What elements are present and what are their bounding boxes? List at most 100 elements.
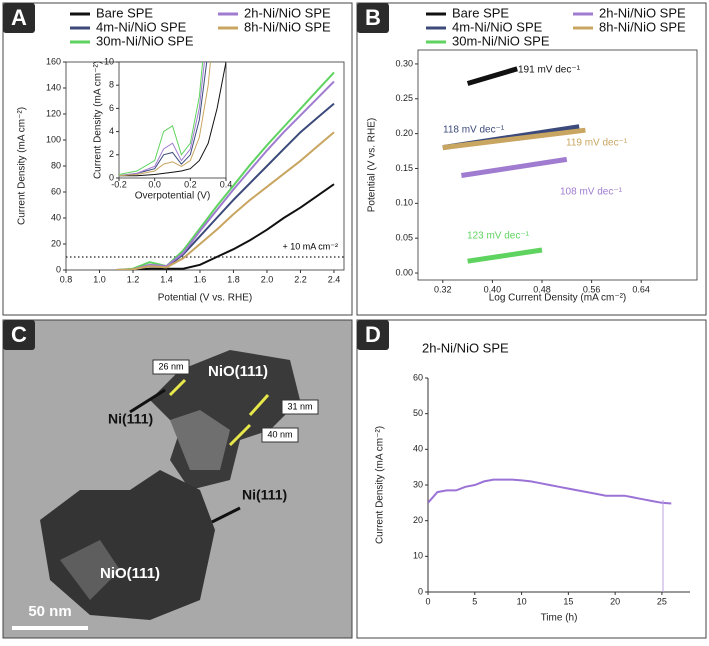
x-tick-label: 0.64	[632, 284, 650, 294]
y-tick-label: 80	[51, 160, 61, 170]
y-tick-label: 10	[104, 56, 114, 66]
x-axis-label: Overpotential (V)	[135, 191, 211, 202]
panel-label: B	[365, 5, 381, 30]
panel-label-box	[357, 3, 389, 33]
phase-label: NiO(111)	[208, 363, 268, 380]
phase-label: Ni(111)	[108, 411, 153, 427]
y-tick-label: 160	[46, 56, 61, 66]
y-axis-label: Current Density (mA cm⁻²)	[93, 61, 104, 179]
y-axis-label: Potential (V vs. RHE)	[367, 118, 378, 212]
legend-label: Bare SPE	[452, 5, 509, 20]
slope-annotation: 108 mV dec⁻¹	[560, 187, 623, 198]
series-line	[119, 62, 226, 177]
scale-bar-label: 50 nm	[28, 603, 71, 620]
measurement: 40 nm	[267, 429, 292, 439]
y-tick-label: 8	[109, 80, 114, 90]
plot-frame	[118, 61, 227, 179]
y-tick-label: 40	[413, 444, 423, 454]
y-tick-label: 60	[413, 372, 423, 382]
y-tick-label: 100	[46, 134, 61, 144]
x-tick-label: 15	[563, 596, 573, 606]
panel-label-box	[3, 3, 35, 33]
x-tick-label: 1.4	[160, 274, 173, 284]
panel-frame	[356, 2, 707, 316]
slope-annotation: 123 mV dec⁻¹	[467, 231, 530, 242]
y-axis-label: Current Density (mA cm⁻²)	[17, 107, 28, 225]
x-tick-label: 2.2	[294, 274, 307, 284]
y-tick-label: 120	[46, 108, 61, 118]
series-line	[119, 62, 208, 177]
x-tick-label: 25	[657, 596, 667, 606]
y-tick-label: 0.20	[395, 128, 413, 138]
y-axis-label: Current Density (mA cm⁻²)	[375, 426, 386, 544]
y-tick-label: 0.15	[395, 163, 413, 173]
series-line	[467, 247, 543, 264]
x-tick-label: 1.6	[194, 274, 207, 284]
measurement: 31 nm	[287, 401, 312, 411]
legend-label: 30m-Ni/NiO SPE	[96, 33, 194, 48]
x-axis-label: Time (h)	[541, 613, 578, 624]
y-tick-label: 0.05	[395, 233, 413, 243]
legend-label: Bare SPE	[96, 5, 153, 20]
phase-label: NiO(111)	[100, 565, 160, 582]
y-tick-label: 0	[418, 586, 423, 596]
y-tick-label: 0.25	[395, 93, 413, 103]
y-tick-label: 50	[413, 408, 423, 418]
panel-label: A	[11, 5, 27, 30]
legend-label: 4m-Ni/NiO SPE	[452, 19, 543, 34]
series-line	[116, 183, 335, 270]
legend-label: 2h-Ni/NiO SPE	[244, 5, 331, 20]
x-tick-label: 0.0	[148, 179, 161, 189]
series-line	[116, 80, 335, 270]
legend-label: 4m-Ni/NiO SPE	[96, 19, 187, 34]
x-tick-label: 0	[425, 596, 430, 606]
series-line	[428, 478, 672, 505]
plot-frame	[417, 49, 698, 281]
slope-annotation: 191 mV dec⁻¹	[518, 65, 581, 76]
x-tick-label: 0.32	[434, 284, 452, 294]
slope-annotation: 118 mV dec⁻¹	[443, 125, 505, 136]
y-tick-label: 40	[51, 212, 61, 222]
panel-label: D	[365, 322, 381, 347]
series-line	[119, 62, 204, 175]
reference-label: + 10 mA cm⁻²	[282, 241, 338, 251]
slope-annotation: 119 mV dec⁻¹	[566, 138, 628, 149]
y-tick-label: 0.00	[395, 267, 413, 277]
series-line	[466, 66, 518, 86]
series-line	[461, 156, 568, 178]
x-tick-label: 0.48	[533, 284, 551, 294]
series-line	[119, 62, 205, 177]
x-tick-label: 1.0	[93, 274, 106, 284]
panel-label: C	[11, 322, 27, 347]
chart-title: 2h-Ni/NiO SPE	[422, 340, 509, 355]
x-tick-label: 1.2	[127, 274, 140, 284]
y-tick-label: 10	[413, 551, 423, 561]
phase-label: Ni(111)	[242, 487, 287, 503]
panel-label-box	[357, 320, 389, 350]
y-tick-label: 0.10	[395, 198, 413, 208]
x-tick-label: 2.4	[328, 274, 341, 284]
legend-label: 2h-Ni/NiO SPE	[599, 5, 686, 20]
y-tick-label: 0	[109, 172, 114, 182]
legend-label: 8h-Ni/NiO SPE	[599, 19, 686, 34]
y-tick-label: 60	[51, 186, 61, 196]
inset-bg	[119, 62, 226, 178]
x-tick-label: 0.4	[220, 179, 233, 189]
y-tick-label: 2	[109, 149, 114, 159]
x-tick-label: 0.2	[184, 179, 197, 189]
y-tick-label: 30	[413, 479, 423, 489]
y-tick-label: 4	[109, 126, 114, 136]
series-line	[116, 131, 335, 270]
legend-label: 30m-Ni/NiO SPE	[452, 33, 550, 48]
series-line	[442, 127, 586, 151]
panel-frame	[356, 319, 707, 639]
y-tick-label: 20	[51, 238, 61, 248]
measurement: 26 nm	[158, 361, 183, 371]
y-tick-label: 6	[109, 103, 114, 113]
panel-label-box	[3, 320, 35, 350]
y-tick-label: 20	[413, 515, 423, 525]
legend-label: 8h-Ni/NiO SPE	[244, 19, 331, 34]
y-tick-label: 140	[46, 82, 61, 92]
x-tick-label: 0.56	[583, 284, 601, 294]
